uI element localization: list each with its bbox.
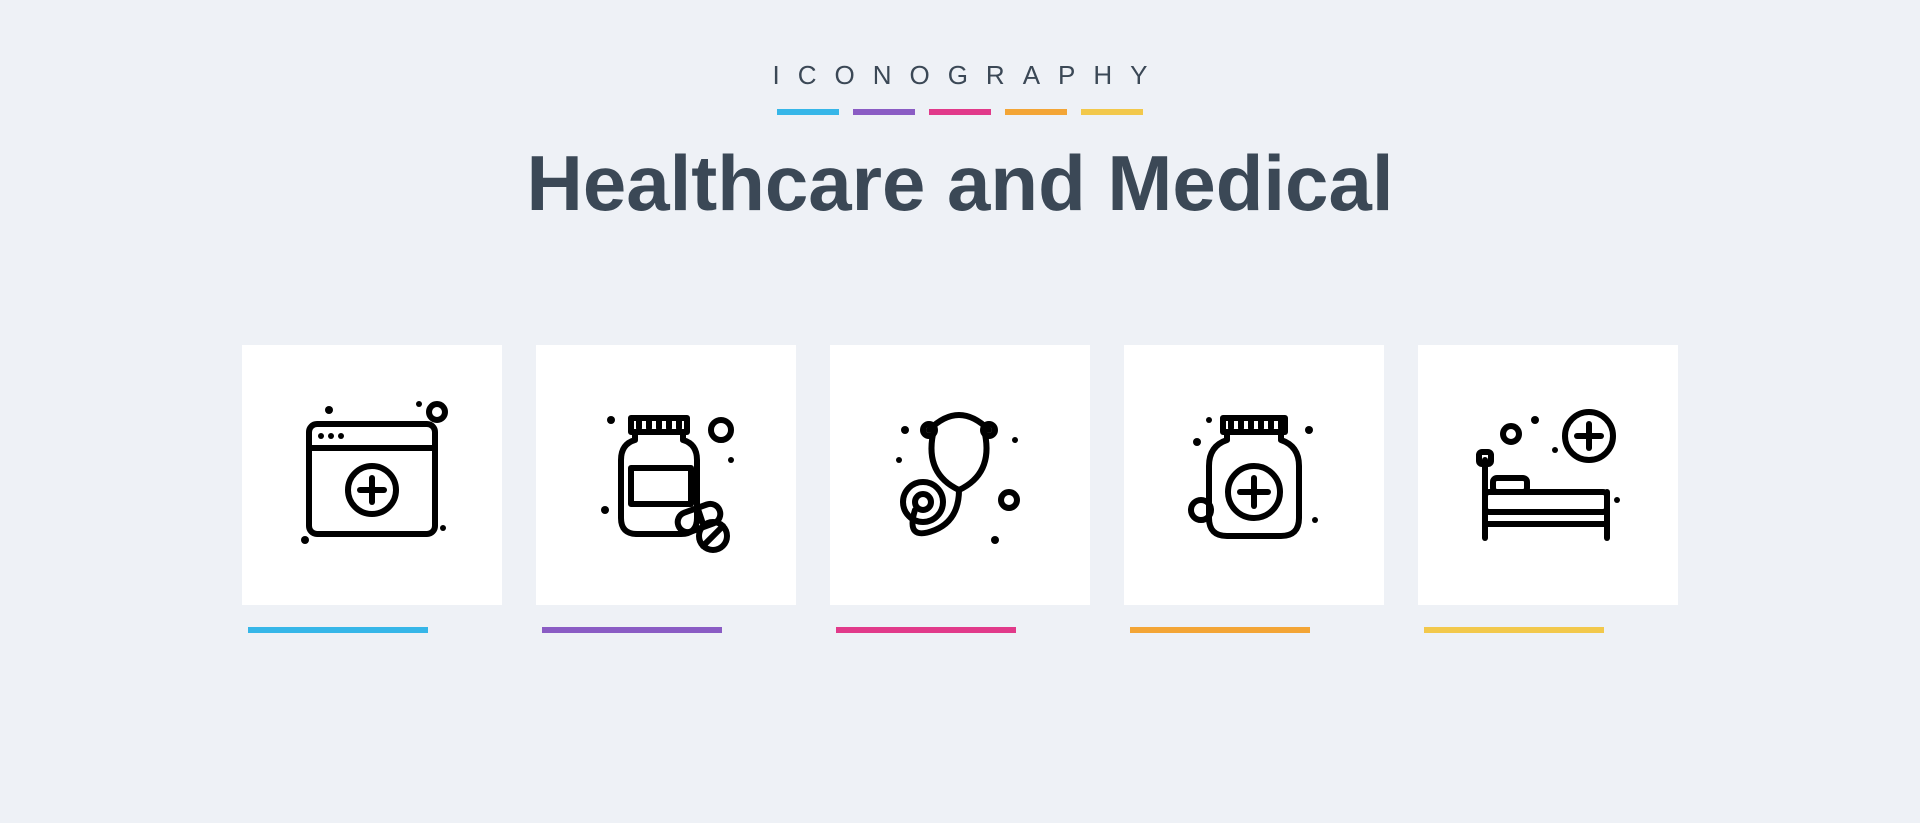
card-underline (542, 627, 722, 633)
icon-card (830, 345, 1090, 633)
eyebrow-text: ICONOGRAPHY (527, 60, 1394, 91)
icon-card (242, 345, 502, 633)
icon-card (536, 345, 796, 633)
accent-bar (853, 109, 915, 115)
card-underline (1130, 627, 1310, 633)
icon-tile (830, 345, 1090, 605)
accent-bar (1081, 109, 1143, 115)
accent-bar (929, 109, 991, 115)
icon-grid (242, 345, 1678, 633)
icon-tile (1418, 345, 1678, 605)
medicine-jar-cross-icon (1169, 390, 1339, 560)
icon-card (1124, 345, 1384, 633)
header: ICONOGRAPHY Healthcare and Medical (527, 60, 1394, 225)
card-underline (1424, 627, 1604, 633)
icon-tile (536, 345, 796, 605)
accent-bar-row (527, 109, 1394, 115)
accent-bar (1005, 109, 1067, 115)
accent-bar (777, 109, 839, 115)
icon-card (1418, 345, 1678, 633)
icon-tile (1124, 345, 1384, 605)
hospital-bed-icon (1463, 390, 1633, 560)
icon-tile (242, 345, 502, 605)
medical-website-icon (287, 390, 457, 560)
stethoscope-icon (875, 390, 1045, 560)
card-underline (248, 627, 428, 633)
medicine-bottle-pills-icon (581, 390, 751, 560)
page-title: Healthcare and Medical (527, 143, 1394, 225)
card-underline (836, 627, 1016, 633)
